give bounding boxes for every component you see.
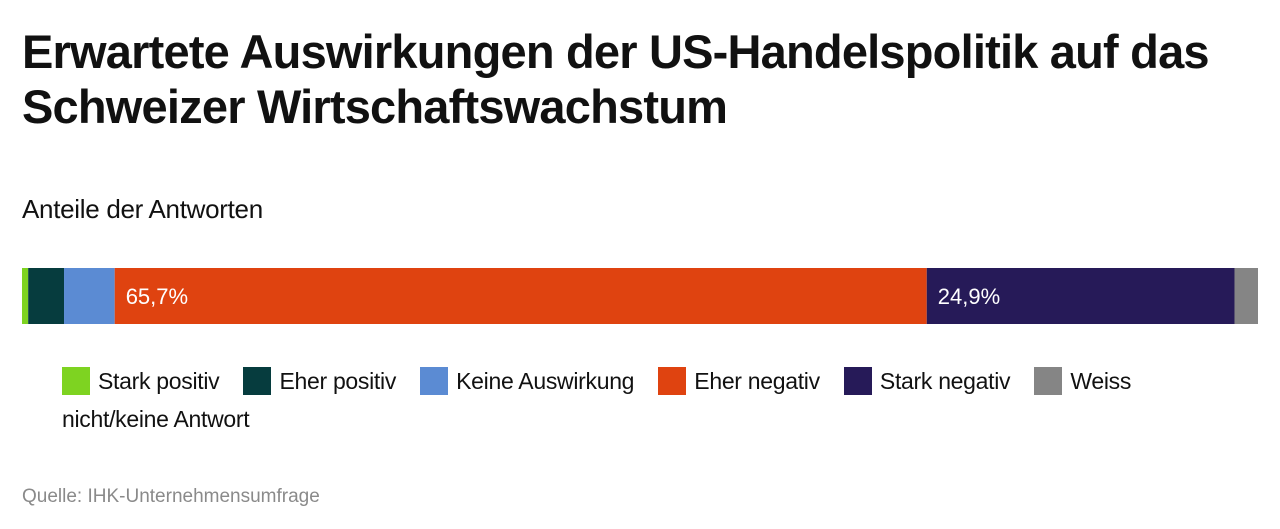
stacked-bar-chart: 65,7% 24,9%	[22, 268, 1258, 324]
bar-segment-stark-positiv	[22, 268, 29, 324]
legend-item-stark-positiv: Stark positiv	[62, 367, 220, 395]
legend-swatch-keine-auswirkung	[420, 367, 449, 395]
legend-swatch-stark-positiv	[62, 367, 90, 395]
source-note: Quelle: IHK-Unternehmensumfrage	[22, 486, 320, 507]
legend-item-eher-negativ: Eher negativ	[658, 367, 820, 395]
legend-label-weiss-nicht-keine-antwort: Weiss nicht/keine Antwort	[62, 368, 1138, 432]
chart-title: Erwartete Auswirkungen der US-Handelspol…	[22, 25, 1210, 133]
chart-legend: Stark positiv Eher positiv Keine Auswirk…	[62, 362, 1182, 438]
legend-swatch-eher-negativ	[658, 367, 687, 395]
legend-swatch-stark-negativ	[843, 367, 872, 395]
bar-segment-eher-positiv	[28, 268, 65, 324]
legend-label-stark-positiv: Stark positiv	[98, 368, 220, 394]
legend-swatch-eher-positiv	[243, 367, 272, 395]
legend-label-eher-negativ: Eher negativ	[694, 368, 820, 394]
legend-swatch-weiss-nicht-keine-antwort	[1034, 367, 1063, 395]
bar-segment-weiss-nicht-keine-antwort	[1234, 268, 1258, 324]
data-label-eher-negativ: 65,7%	[126, 284, 188, 309]
legend-label-eher-positiv: Eher positiv	[279, 368, 397, 394]
bar-segment-keine-auswirkung	[64, 268, 115, 324]
data-label-stark-negativ: 24,9%	[938, 284, 1000, 309]
legend-item-weiss-nicht-keine-antwort: Weiss nicht/keine Antwort	[62, 367, 1138, 432]
bar-segment-stark-negativ	[926, 268, 1235, 324]
legend-label-keine-auswirkung: Keine Auswirkung	[456, 368, 635, 394]
legend-item-stark-negativ: Stark negativ	[843, 367, 1011, 395]
bar-segment-eher-negativ	[114, 268, 927, 324]
legend-label-stark-negativ: Stark negativ	[879, 368, 1011, 394]
legend-item-keine-auswirkung: Keine Auswirkung	[420, 367, 635, 395]
chart-subtitle: Anteile der Antworten	[22, 194, 263, 224]
legend-item-eher-positiv: Eher positiv	[243, 367, 397, 395]
